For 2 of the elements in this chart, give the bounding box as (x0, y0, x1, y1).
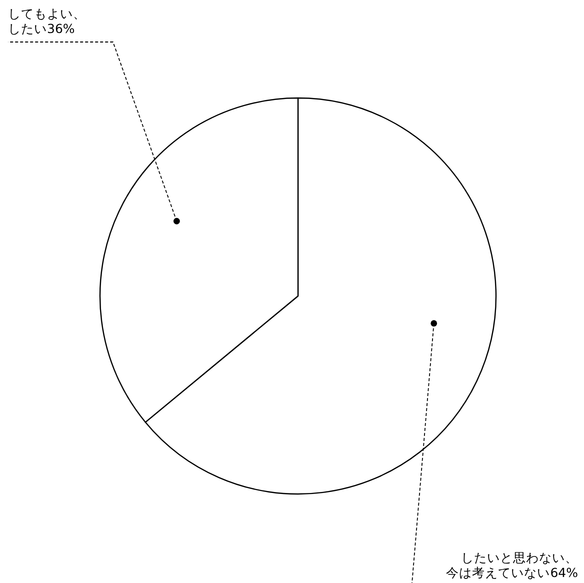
slice-label: してもよい、したい36% (8, 6, 86, 36)
slice-label: したいと思わない、今は考えていない64% (446, 550, 578, 580)
